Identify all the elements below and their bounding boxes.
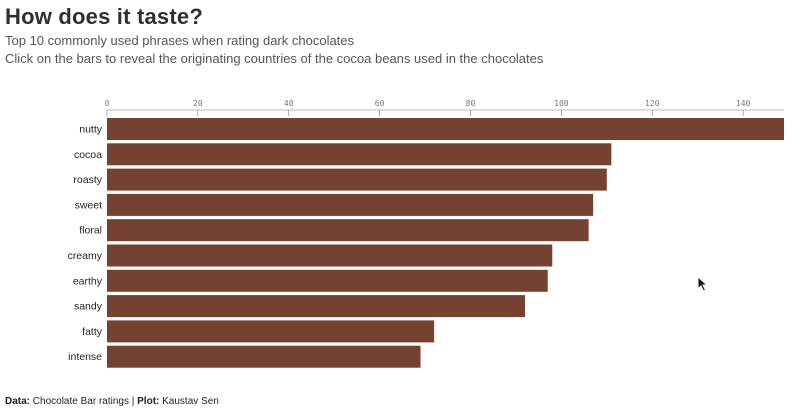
x-tick-label: 120 xyxy=(645,99,660,108)
x-tick-label: 40 xyxy=(284,99,294,108)
category-label-creamy: creamy xyxy=(68,250,103,262)
footer-data-source: Chocolate Bar ratings xyxy=(32,396,129,407)
bars-group xyxy=(107,118,784,368)
mouse-pointer-icon xyxy=(697,275,709,297)
category-label-sandy: sandy xyxy=(74,301,103,313)
chart-subtitle: Top 10 commonly used phrases when rating… xyxy=(5,33,355,48)
x-tick-label: 100 xyxy=(554,99,569,108)
bar-intense[interactable] xyxy=(107,345,421,368)
category-label-earthy: earthy xyxy=(73,275,103,287)
x-tick-label: 0 xyxy=(105,99,110,108)
category-labels: nutty cocoa roasty sweet floral creamy earthy s… xyxy=(68,124,103,364)
x-tick-label: 60 xyxy=(375,99,385,108)
chart-instruction: Click on the bars to reveal the originat… xyxy=(5,51,544,66)
footer-plot-author: Kaustav Sen xyxy=(162,396,219,407)
bar-fatty[interactable] xyxy=(107,320,435,343)
footer-data-label: Data: xyxy=(5,396,31,407)
category-label-cocoa: cocoa xyxy=(74,149,102,161)
bar-floral[interactable] xyxy=(107,219,589,242)
bar-sweet[interactable] xyxy=(107,193,594,216)
chart-title: How does it taste? xyxy=(5,4,203,29)
bar-creamy[interactable] xyxy=(107,244,553,267)
bar-cocoa[interactable] xyxy=(107,143,612,166)
bar-chart: 0 20 40 60 80 100 120 140 nutty cocoa roasty sweet… xyxy=(68,99,784,368)
bar-earthy[interactable] xyxy=(107,269,548,292)
category-label-nutty: nutty xyxy=(79,124,103,136)
footer-plot-label: Plot: xyxy=(137,396,160,407)
category-label-sweet: sweet xyxy=(75,199,103,211)
x-tick-label: 140 xyxy=(736,99,751,108)
x-axis: 0 20 40 60 80 100 120 140 xyxy=(105,99,784,116)
footer-separator: | xyxy=(131,396,135,407)
x-tick-label: 20 xyxy=(193,99,203,108)
category-label-fatty: fatty xyxy=(82,326,103,338)
category-label-roasty: roasty xyxy=(73,174,102,186)
chart-footer: Data: Chocolate Bar ratings | Plot: Kaus… xyxy=(5,396,219,407)
x-tick-label: 80 xyxy=(466,99,476,108)
bar-sandy[interactable] xyxy=(107,295,526,318)
bar-nutty[interactable] xyxy=(107,118,784,140)
bar-roasty[interactable] xyxy=(107,168,607,191)
category-label-floral: floral xyxy=(79,225,102,237)
category-label-intense: intense xyxy=(68,351,102,363)
